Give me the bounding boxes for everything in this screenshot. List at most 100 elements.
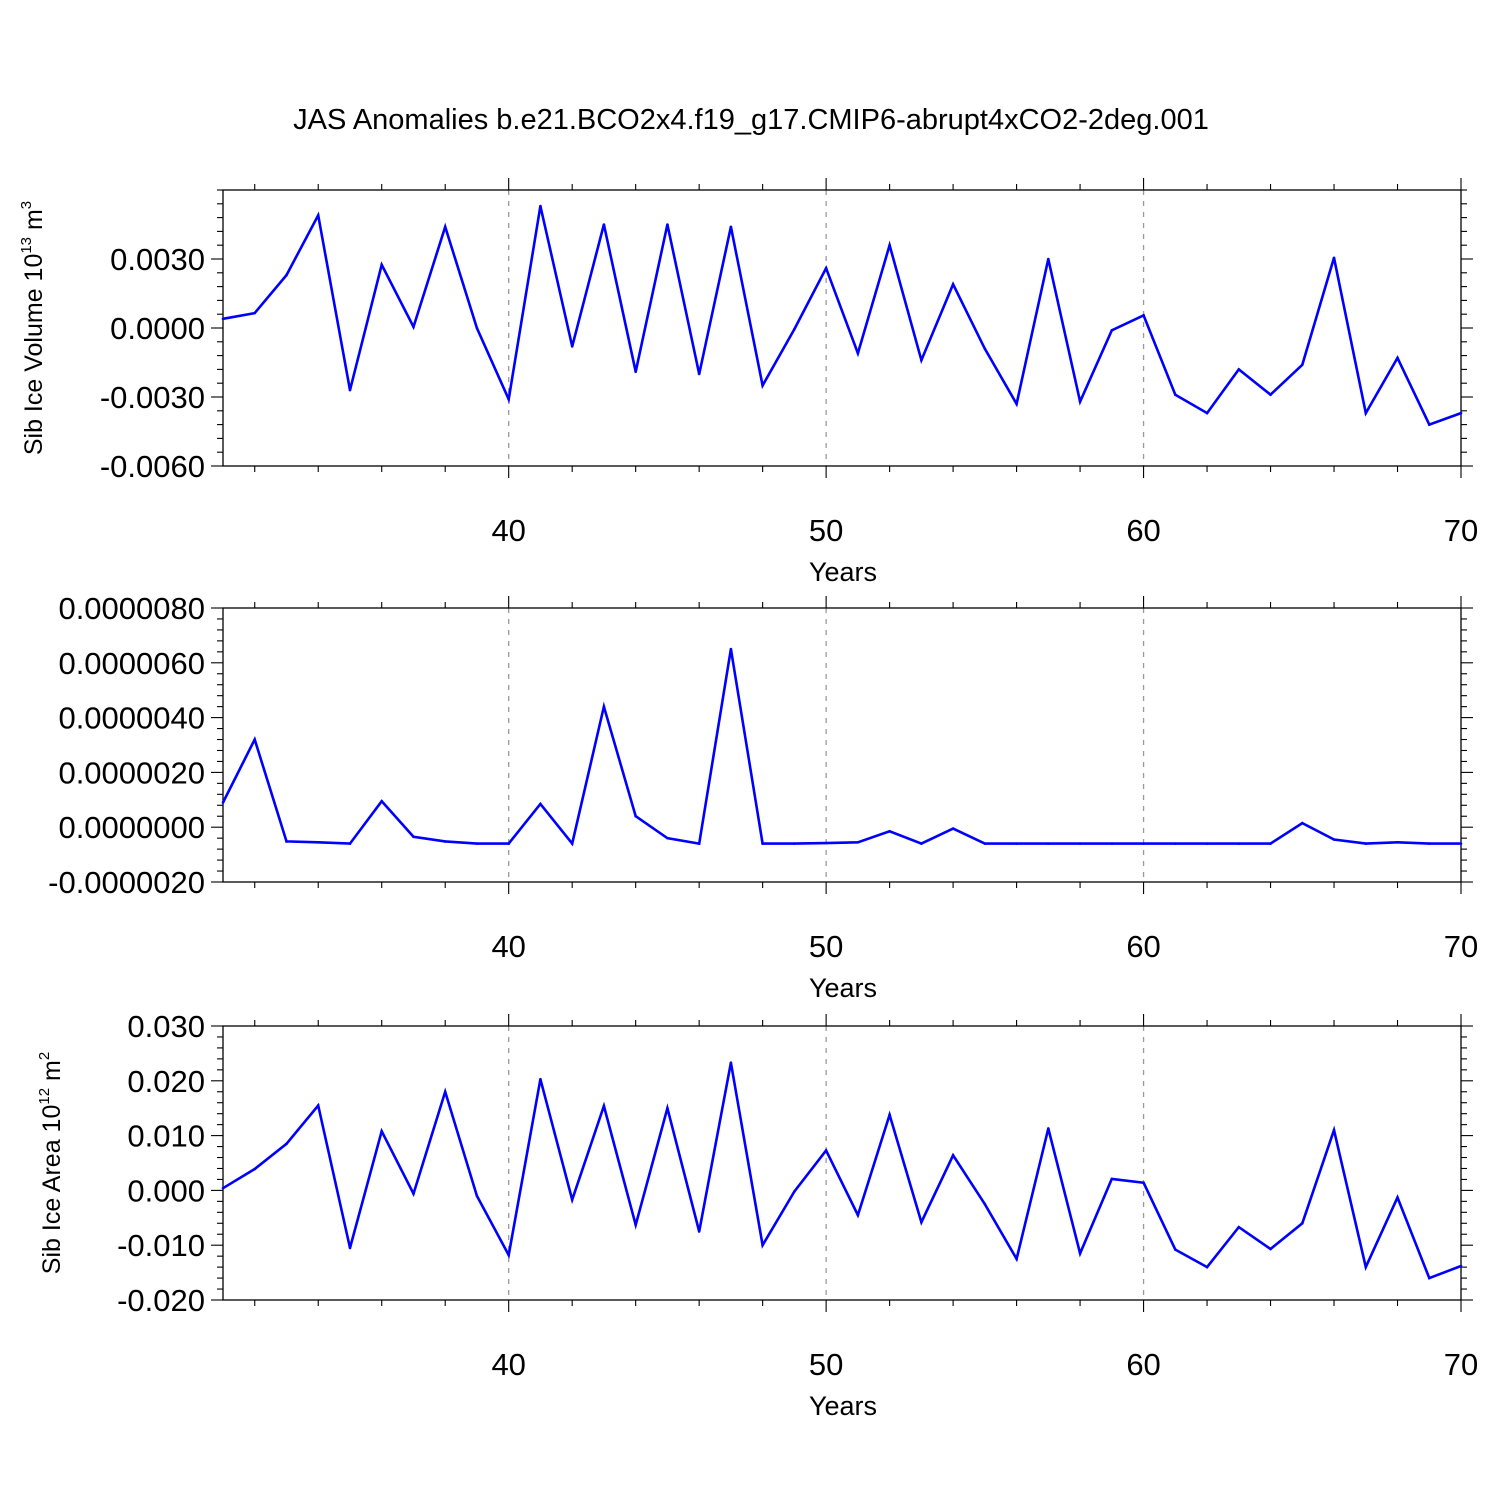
data-point (1269, 842, 1272, 845)
data-point (697, 372, 701, 376)
data-point (570, 345, 574, 348)
y-tick-label: -0.010 (117, 1228, 205, 1263)
data-point (666, 223, 669, 226)
data-point (761, 842, 764, 845)
data-point (285, 273, 288, 277)
data-point (824, 841, 828, 845)
data-point (1015, 402, 1018, 406)
data-point (1015, 1257, 1018, 1261)
data-point (1300, 821, 1304, 825)
data-point (380, 1129, 384, 1133)
data-point (793, 842, 796, 845)
x-axis-label: Years (809, 557, 877, 587)
data-point (666, 836, 669, 840)
data-point (539, 204, 542, 208)
data-point (412, 325, 415, 329)
data-point (1300, 363, 1304, 367)
data-point (824, 266, 828, 270)
x-tick-label: 60 (1126, 1347, 1160, 1382)
data-point (1110, 842, 1114, 845)
data-point (539, 1077, 542, 1081)
data-point (1205, 1265, 1209, 1269)
y-tick-label: 0.010 (127, 1119, 205, 1154)
data-point (285, 1142, 288, 1146)
series-line (222, 1062, 1462, 1280)
data-point (729, 647, 733, 651)
data-point (1459, 1264, 1463, 1268)
data-point (475, 1194, 479, 1198)
data-point (666, 1106, 669, 1110)
data-point (443, 225, 447, 229)
data-point (443, 840, 447, 843)
data-point (856, 1213, 860, 1217)
data-point (951, 1154, 955, 1157)
data-point (1047, 842, 1050, 845)
x-tick-label: 50 (809, 513, 843, 548)
x-tick-label: 50 (809, 1347, 843, 1382)
x-tick-label: 40 (491, 513, 525, 548)
data-point (983, 842, 987, 845)
data-point (348, 842, 352, 845)
data-point (1237, 1225, 1241, 1229)
data-point (888, 243, 891, 247)
data-point (507, 842, 510, 845)
data-point (380, 799, 384, 803)
data-point (1174, 842, 1177, 845)
data-point (1015, 842, 1018, 845)
data-point (856, 840, 860, 844)
data-point (1237, 368, 1241, 371)
data-point (602, 705, 606, 708)
data-point (1237, 842, 1241, 845)
data-point (697, 842, 701, 845)
y-tick-label: -0.0000020 (48, 865, 205, 900)
data-point (1142, 1181, 1145, 1185)
data-point (1269, 393, 1272, 397)
data-point (316, 840, 320, 844)
data-point (951, 283, 955, 286)
data-point (1110, 1177, 1114, 1181)
data-point (888, 830, 891, 833)
data-point (221, 317, 225, 321)
data-point (888, 1113, 891, 1117)
y-tick-label: -0.0060 (100, 449, 205, 484)
data-point (697, 1230, 701, 1233)
data-point (1396, 356, 1399, 360)
data-point (1300, 1221, 1304, 1225)
data-point (602, 1104, 606, 1108)
y-tick-label: 0.000 (127, 1173, 205, 1208)
data-point (253, 1167, 257, 1171)
y-axis-label: Sib Ice Volume 1013 m3 (18, 201, 48, 455)
data-point (316, 214, 320, 217)
data-point (793, 1190, 796, 1193)
data-point (1174, 393, 1177, 397)
y-tick-label: 0.0000060 (58, 646, 205, 681)
data-point (729, 225, 733, 229)
data-point (951, 827, 955, 830)
data-point (1427, 423, 1431, 426)
data-point (221, 1186, 225, 1190)
data-point (253, 311, 257, 315)
data-point (221, 801, 225, 804)
data-point (1396, 1196, 1399, 1199)
data-point (1459, 842, 1463, 845)
x-tick-label: 60 (1126, 513, 1160, 548)
data-point (253, 738, 257, 741)
data-point (507, 1253, 510, 1257)
data-point (824, 1149, 828, 1152)
data-point (920, 842, 923, 845)
data-point (729, 1061, 733, 1065)
data-point (1332, 256, 1336, 260)
x-axis-label: Years (809, 1391, 877, 1421)
data-point (1364, 1265, 1368, 1269)
data-point (1142, 842, 1145, 845)
data-point (539, 802, 542, 806)
data-point (443, 1090, 447, 1094)
y-tick-label: 0.0000 (110, 311, 205, 346)
y-tick-label: 0.0000020 (58, 755, 205, 790)
data-point (793, 327, 796, 331)
y-axis-label: Sib Ice Area 1012 m2 (36, 1052, 66, 1274)
data-point (1078, 1252, 1082, 1255)
data-point (1427, 1276, 1431, 1280)
data-point (983, 347, 987, 351)
